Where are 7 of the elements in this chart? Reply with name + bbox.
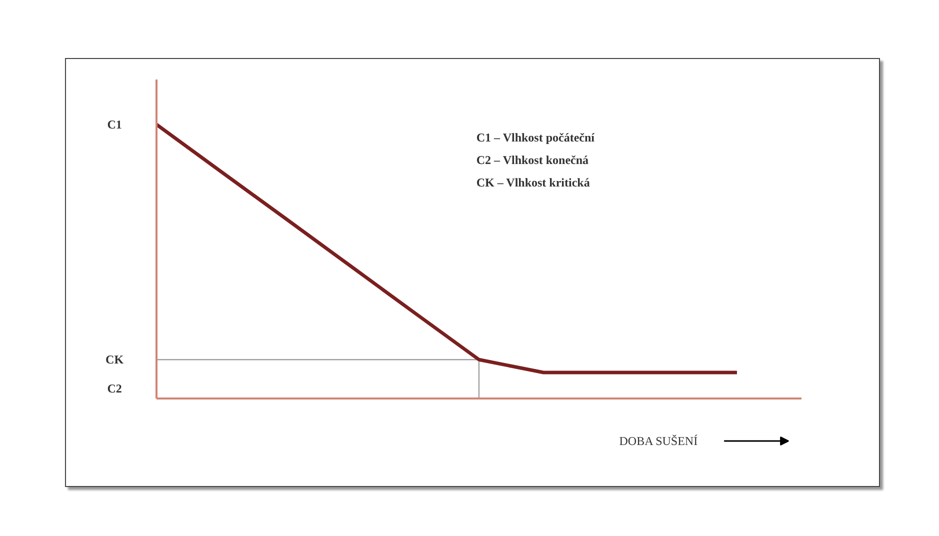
annotation: C2 – Vlhkost konečná xyxy=(476,152,589,167)
text: C2 xyxy=(107,382,122,396)
text: C1 xyxy=(107,117,122,132)
text: CK xyxy=(106,352,124,367)
annotation: C1 – Vlhkost počáteční xyxy=(476,130,596,144)
x-axis-title: DOBA SUŠENÍ xyxy=(619,434,698,448)
annotation: CK – Vlhkost kritická xyxy=(476,175,590,190)
